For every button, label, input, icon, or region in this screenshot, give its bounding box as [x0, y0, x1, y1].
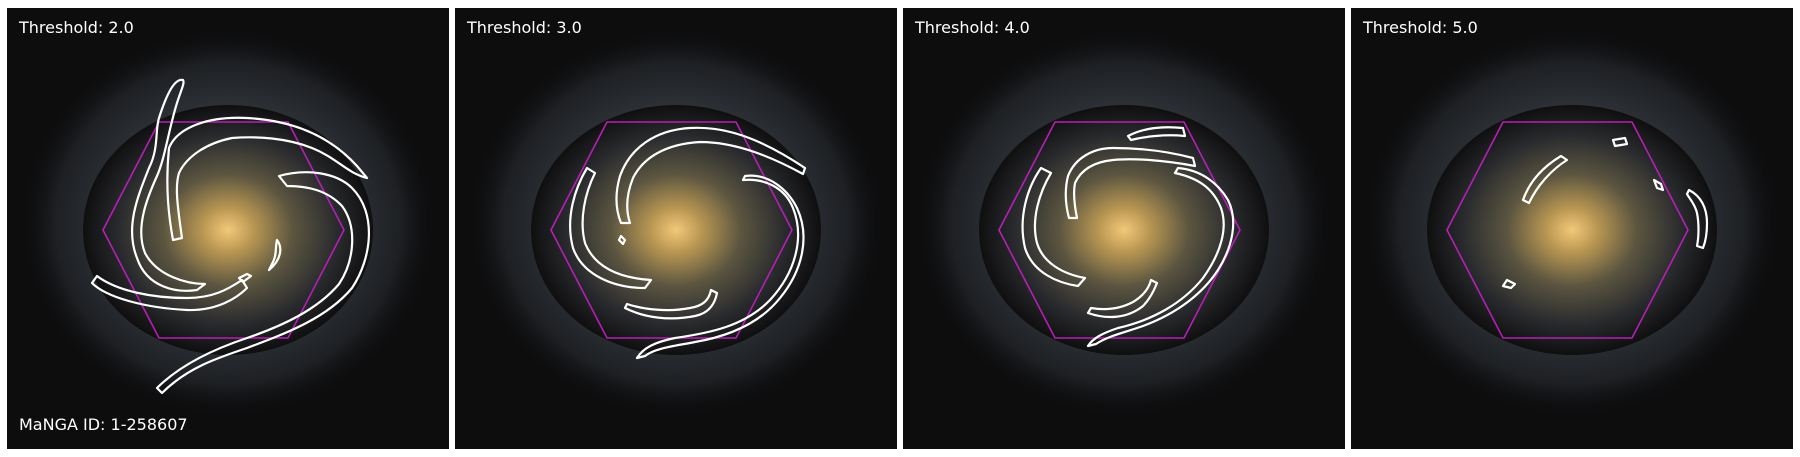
spiral-contours — [90, 78, 371, 395]
hexagon-footprint — [102, 121, 345, 339]
panel-threshold-4: Threshold: 4.0 — [903, 8, 1345, 449]
galaxy-image — [7, 8, 449, 449]
spiral-contours — [1021, 126, 1235, 348]
spiral-contours — [1501, 136, 1709, 290]
panel-threshold-3: Threshold: 3.0 — [455, 8, 897, 449]
panel-threshold-5: Threshold: 5.0 — [1351, 8, 1793, 449]
panel-threshold-2: Threshold: 2.0 MaNGA ID: 1-258607 — [7, 8, 449, 449]
galaxy-image — [455, 8, 897, 449]
threshold-label: Threshold: 2.0 — [19, 18, 134, 37]
hexagon-footprint — [550, 121, 793, 339]
threshold-label: Threshold: 4.0 — [915, 18, 1030, 37]
threshold-label: Threshold: 3.0 — [467, 18, 582, 37]
galaxy-image — [1351, 8, 1793, 449]
threshold-label: Threshold: 5.0 — [1363, 18, 1478, 37]
hexagon-footprint — [998, 121, 1241, 339]
spiral-contours — [569, 126, 807, 360]
galaxy-image — [903, 8, 1345, 449]
manga-id-label: MaNGA ID: 1-258607 — [19, 415, 188, 434]
hexagon-footprint — [1446, 121, 1689, 339]
